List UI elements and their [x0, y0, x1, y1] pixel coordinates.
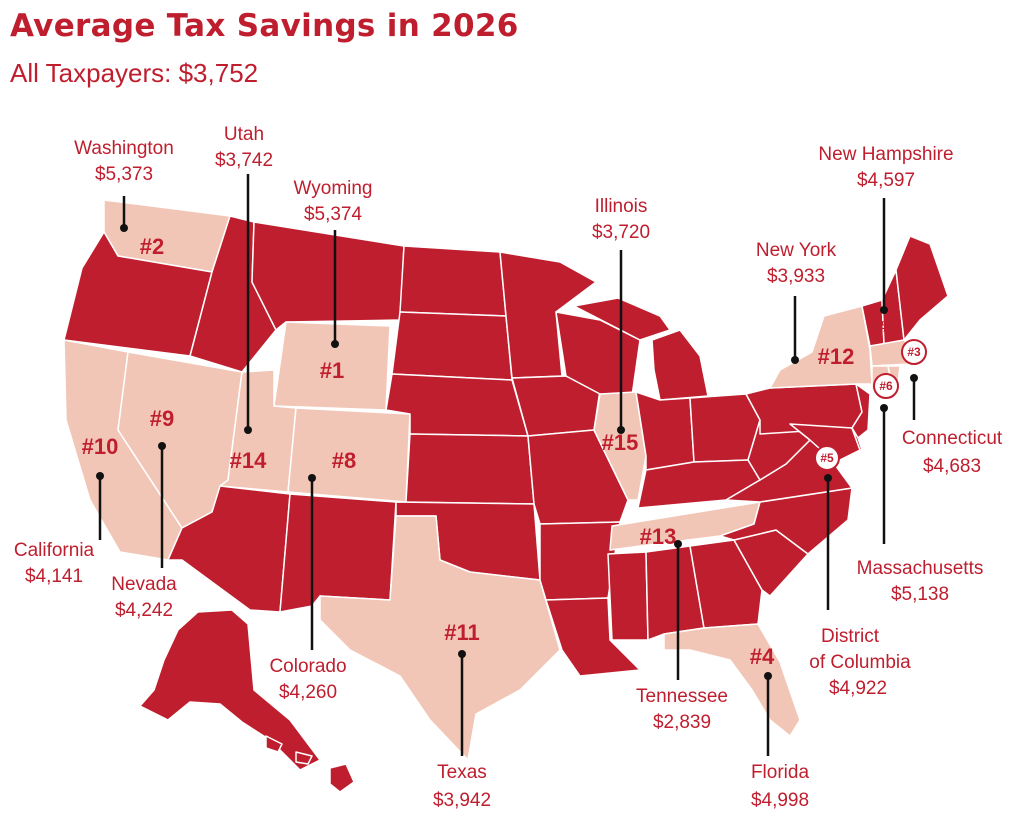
state-hi [265, 735, 355, 793]
callout-new-hampshire-value: $4,597 [857, 170, 915, 191]
callout-dc-line1: District [821, 626, 880, 647]
state-ak [139, 609, 321, 771]
rank-label-ca: #10 [82, 434, 119, 459]
state-la [545, 597, 641, 677]
state-ms [607, 551, 649, 641]
rank-label-ny: #12 [818, 344, 855, 369]
state-fl [663, 623, 801, 737]
state-mn [499, 251, 597, 379]
state-nd [399, 245, 507, 317]
callout-california-name: California [14, 540, 95, 561]
callout-illinois-value: $3,720 [592, 222, 650, 243]
rank-label-il: #15 [602, 430, 639, 455]
rank-label-ut: #14 [230, 448, 267, 473]
callout-connecticut-name: Connecticut [902, 428, 1003, 449]
callout-new-hampshire-name: New Hampshire [818, 144, 953, 165]
map-rank-labels: #2 #1 #14 #8 #9 #10 #11 #15 #13 #12 #7 #… [82, 234, 927, 669]
callout-colorado-name: Colorado [269, 656, 346, 677]
callout-dc-line2: of Columbia [809, 652, 911, 673]
callout-florida-value: $4,998 [751, 790, 809, 811]
rank-label-fl: #4 [750, 644, 775, 669]
callout-illinois-name: Illinois [595, 196, 648, 217]
callout-wyoming-value: $5,374 [304, 204, 363, 225]
state-de [851, 427, 863, 451]
callout-tennessee-value: $2,839 [653, 712, 711, 733]
callout-connecticut-value: $4,683 [923, 456, 981, 477]
callout-texas-value: $3,942 [433, 790, 491, 811]
callout-nevada-value: $4,242 [115, 600, 173, 621]
rank-label-wy: #1 [320, 358, 344, 383]
rank-label-ma: #3 [907, 345, 921, 359]
chart-title: Average Tax Savings in 2026 [10, 8, 519, 44]
rank-label-nh: #7 [879, 319, 897, 336]
callout-washington-name: Washington [74, 138, 174, 159]
callout-utah-name: Utah [224, 124, 264, 145]
state-sd [391, 311, 513, 381]
rank-label-tx: #11 [444, 620, 480, 645]
callout-dc-value: $4,922 [829, 678, 887, 699]
callout-utah-value: $3,742 [215, 150, 273, 171]
rank-label-tn: #13 [640, 524, 677, 549]
callout-new-york-name: New York [756, 240, 837, 261]
callout-massachusetts-name: Massachusetts [857, 558, 984, 579]
callout-tennessee-name: Tennessee [636, 686, 728, 707]
state-ks [405, 433, 535, 505]
callout-california-value: $4,141 [25, 566, 83, 587]
callout-new-york-value: $3,933 [767, 266, 825, 287]
rank-label-dc: #5 [820, 451, 834, 465]
callout-wyoming-name: Wyoming [293, 178, 372, 199]
rank-circle-dc [814, 445, 840, 471]
state-ga [689, 539, 763, 629]
rank-circle-ct [873, 373, 899, 399]
callout-florida-name: Florida [751, 762, 810, 783]
callout-texas-name: Texas [437, 762, 487, 783]
chart-subtitle: All Taxpayers: $3,752 [10, 58, 259, 88]
rank-label-wa: #2 [140, 234, 164, 259]
state-mt [251, 221, 405, 331]
state-me [895, 235, 949, 341]
callout-nevada-name: Nevada [111, 574, 177, 595]
rank-label-nv: #9 [150, 406, 174, 431]
rank-label-co: #8 [332, 448, 356, 473]
callout-colorado-value: $4,260 [279, 682, 337, 703]
rank-circle-ma [901, 339, 927, 365]
rank-label-ct: #6 [879, 379, 893, 393]
callout-massachusetts-value: $5,138 [891, 584, 949, 605]
state-nm [279, 493, 397, 613]
state-nc [719, 487, 853, 555]
state-oh [689, 393, 761, 463]
state-tx [319, 515, 561, 761]
callouts: Washington $5,373 Utah $3,742 Wyoming $5… [14, 124, 1003, 811]
callout-washington-value: $5,373 [95, 164, 153, 185]
leader-lines [96, 174, 918, 756]
